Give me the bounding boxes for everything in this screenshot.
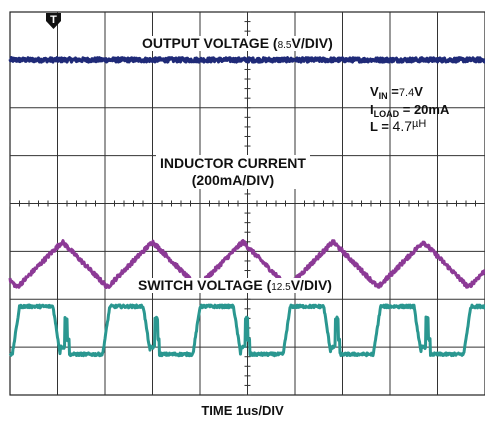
trigger-marker-label: T	[50, 14, 57, 26]
series-trace-output-voltage	[8, 56, 485, 64]
series-label-switch-voltage: SWITCH VOLTAGE (12.5V/DIV)	[134, 278, 336, 293]
series-label-inductor-current: INDUCTOR CURRENT (200mA/DIV)	[156, 155, 310, 189]
traces	[8, 56, 485, 358]
series-trace-switch-voltage	[8, 303, 485, 358]
x-axis-label: TIME 1us/DIV	[201, 403, 284, 418]
trigger-marker-icon: T	[46, 13, 61, 29]
series-label-output-voltage: OUTPUT VOLTAGE (8.5V/DIV)	[138, 36, 337, 51]
conditions-block: VIN =7.4V ILOAD = 20mA L = 4.7µH	[370, 84, 450, 134]
series-trace-inductor-current	[8, 239, 485, 290]
